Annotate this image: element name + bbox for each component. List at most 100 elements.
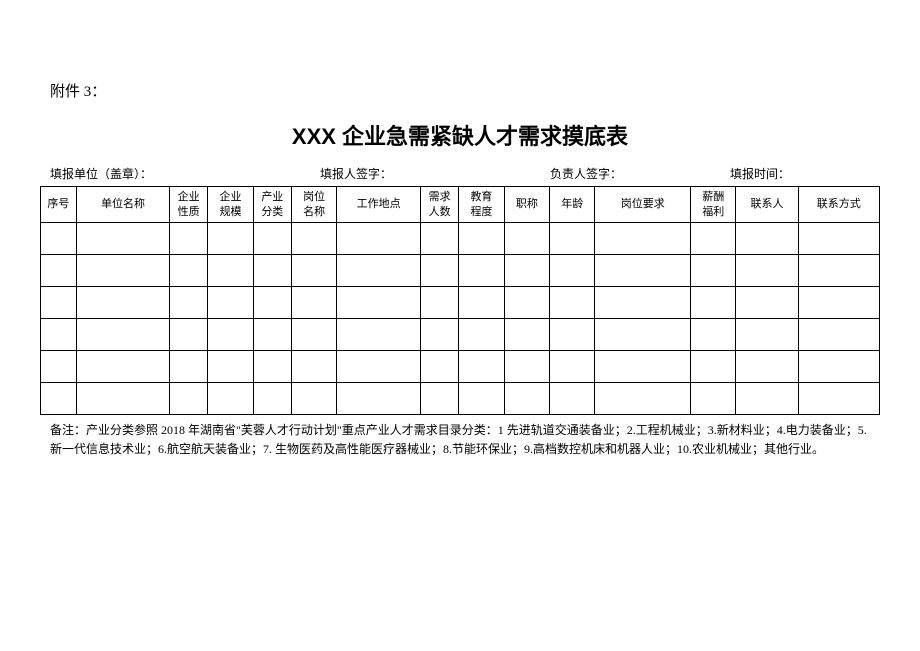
table-cell — [691, 223, 736, 255]
table-cell — [504, 287, 549, 319]
table-header-row: 序号单位名称企业性质企业规模产业分类岗位名称工作地点需求人数教育程度职称年龄岗位… — [41, 187, 880, 223]
table-row — [41, 223, 880, 255]
table-cell — [208, 319, 253, 351]
table-cell — [41, 319, 77, 351]
table-cell — [595, 319, 691, 351]
table-cell — [736, 351, 798, 383]
table-cell — [253, 287, 291, 319]
table-cell — [337, 319, 421, 351]
table-header-cell: 岗位名称 — [291, 187, 336, 223]
table-cell — [41, 351, 77, 383]
table-cell — [691, 351, 736, 383]
table-header-cell: 企业性质 — [170, 187, 208, 223]
table-cell — [421, 287, 459, 319]
table-row — [41, 287, 880, 319]
table-cell — [504, 319, 549, 351]
table-cell — [595, 287, 691, 319]
table-cell — [550, 319, 595, 351]
table-cell — [736, 287, 798, 319]
table-cell — [253, 223, 291, 255]
table-cell — [76, 319, 169, 351]
meta-responsible: 负责人签字： — [550, 165, 730, 182]
table-cell — [798, 383, 879, 415]
table-cell — [550, 351, 595, 383]
table-header-cell: 年龄 — [550, 187, 595, 223]
table-cell — [337, 223, 421, 255]
table-cell — [691, 383, 736, 415]
table-row — [41, 255, 880, 287]
table-cell — [421, 255, 459, 287]
attachment-label: 附件 3： — [50, 80, 880, 101]
table-cell — [76, 287, 169, 319]
table-cell — [459, 351, 504, 383]
table-cell — [421, 319, 459, 351]
meta-reporter: 填报人签字： — [320, 165, 550, 182]
table-row — [41, 351, 880, 383]
table-cell — [736, 383, 798, 415]
table-cell — [291, 223, 336, 255]
table-header-cell: 职称 — [504, 187, 549, 223]
table-cell — [337, 255, 421, 287]
table-cell — [76, 255, 169, 287]
table-cell — [736, 223, 798, 255]
table-header-cell: 产业分类 — [253, 187, 291, 223]
table-cell — [421, 383, 459, 415]
table-cell — [798, 287, 879, 319]
table-cell — [76, 383, 169, 415]
table-cell — [459, 287, 504, 319]
table-cell — [208, 383, 253, 415]
table-cell — [459, 255, 504, 287]
table-cell — [550, 383, 595, 415]
table-cell — [550, 223, 595, 255]
table-cell — [41, 383, 77, 415]
table-cell — [504, 351, 549, 383]
table-cell — [253, 255, 291, 287]
table-cell — [550, 287, 595, 319]
table-cell — [41, 223, 77, 255]
table-cell — [291, 383, 336, 415]
table-cell — [170, 287, 208, 319]
table-row — [41, 319, 880, 351]
table-cell — [337, 287, 421, 319]
table-cell — [595, 223, 691, 255]
table-cell — [253, 319, 291, 351]
table-cell — [76, 351, 169, 383]
table-header-cell: 联系人 — [736, 187, 798, 223]
footnote: 备注：产业分类参照 2018 年湖南省"芙蓉人才行动计划"重点产业人才需求目录分… — [50, 421, 870, 459]
table-cell — [170, 255, 208, 287]
table-header-cell: 需求人数 — [421, 187, 459, 223]
table-cell — [421, 351, 459, 383]
table-cell — [504, 383, 549, 415]
table-cell — [253, 383, 291, 415]
table-header-cell: 序号 — [41, 187, 77, 223]
table-cell — [291, 351, 336, 383]
table-cell — [208, 287, 253, 319]
table-cell — [798, 223, 879, 255]
table-cell — [291, 255, 336, 287]
table-cell — [550, 255, 595, 287]
table-cell — [41, 255, 77, 287]
table-cell — [208, 223, 253, 255]
table-cell — [691, 319, 736, 351]
table-cell — [459, 319, 504, 351]
table-cell — [798, 319, 879, 351]
meta-time: 填报时间： — [730, 165, 870, 182]
meta-unit: 填报单位（盖章）： — [50, 165, 320, 182]
table-header-cell: 岗位要求 — [595, 187, 691, 223]
table-cell — [170, 383, 208, 415]
table-cell — [459, 383, 504, 415]
table-cell — [691, 287, 736, 319]
table-cell — [253, 351, 291, 383]
table-cell — [595, 255, 691, 287]
table-cell — [208, 351, 253, 383]
page-title: XXX 企业急需紧缺人才需求摸底表 — [40, 119, 880, 151]
table-row — [41, 383, 880, 415]
document-page: 附件 3： XXX 企业急需紧缺人才需求摸底表 填报单位（盖章）： 填报人签字：… — [0, 0, 920, 499]
table-cell — [421, 223, 459, 255]
table-cell — [41, 287, 77, 319]
table-header-cell: 联系方式 — [798, 187, 879, 223]
table-cell — [337, 351, 421, 383]
table-cell — [291, 287, 336, 319]
table-cell — [736, 319, 798, 351]
table-cell — [291, 319, 336, 351]
